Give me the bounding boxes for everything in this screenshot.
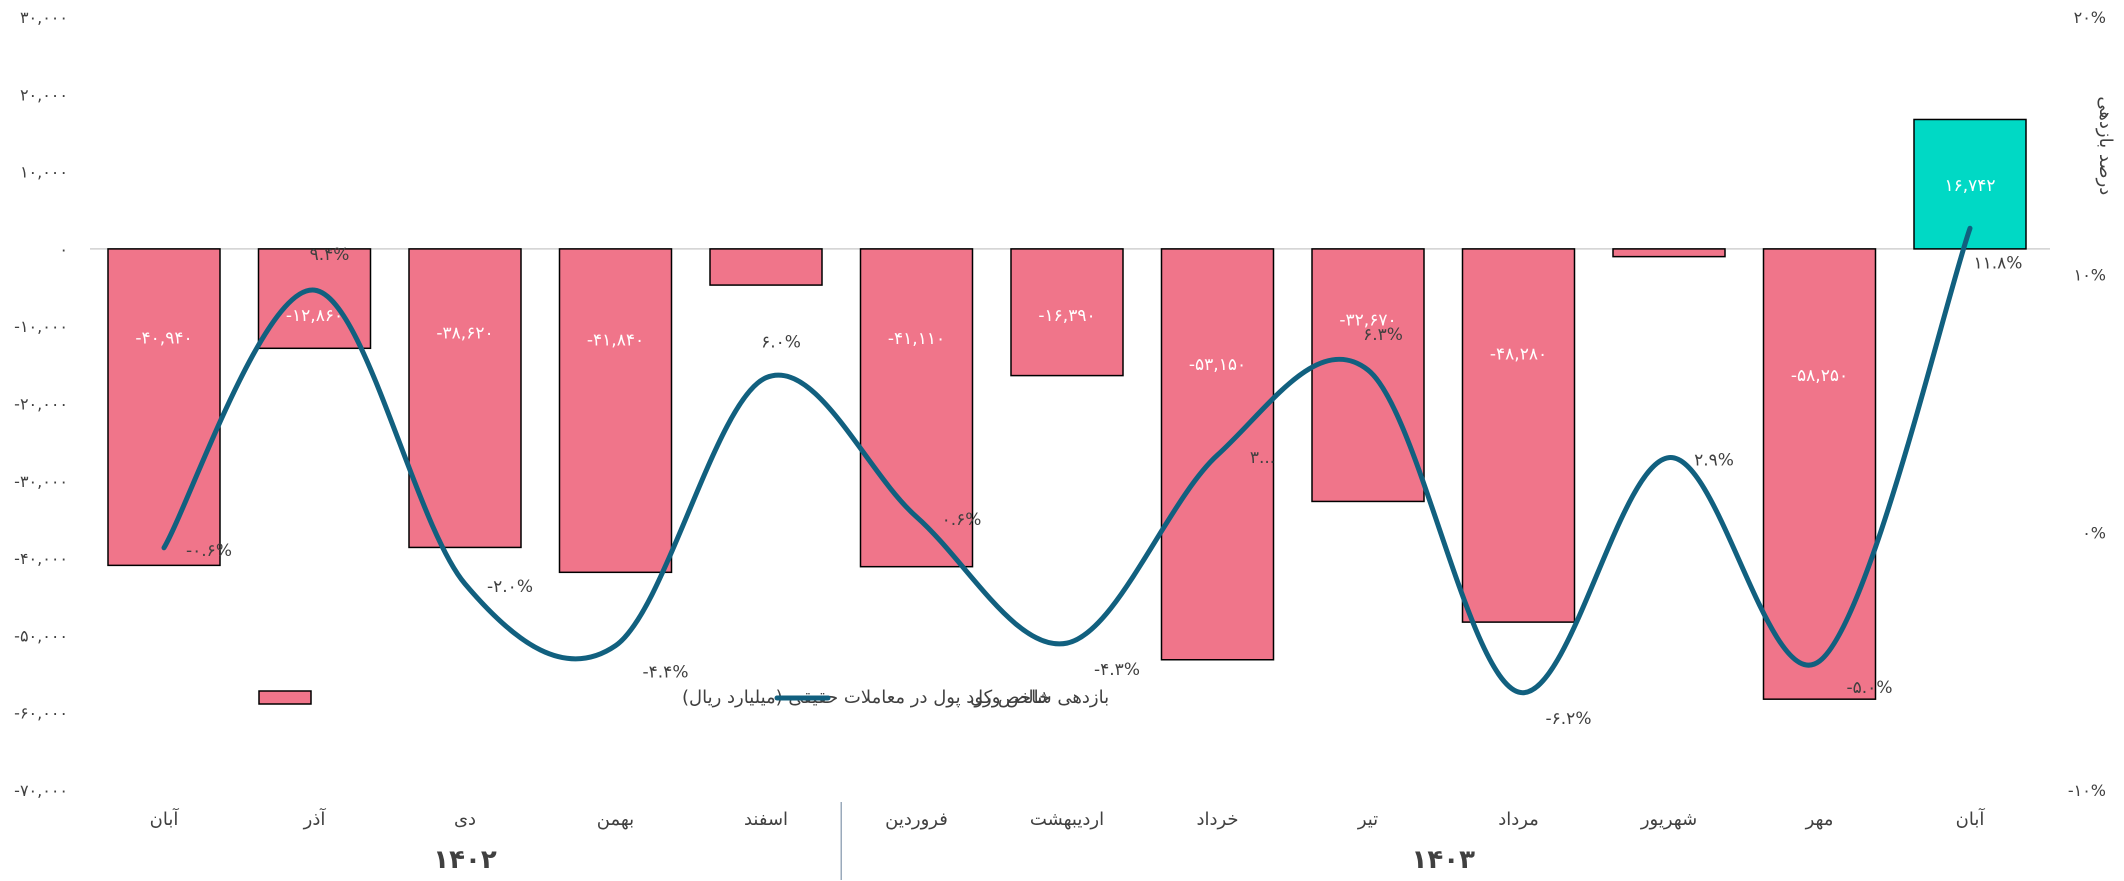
- bar-value-label: -۱۶,۳۹۰: [1038, 306, 1095, 326]
- bar-series: [107, 118, 2027, 700]
- bar: [107, 248, 221, 567]
- y-left-tick-label: -۲۰,۰۰۰: [14, 395, 68, 414]
- bar: [558, 248, 673, 574]
- y-left-tick-label: ۱۰,۰۰۰: [20, 163, 68, 182]
- bar-value-label: -۵۳,۱۵۰: [1189, 355, 1246, 375]
- category-label: شهریور: [1640, 809, 1697, 830]
- category-labels: آبان آذر دی بهمن اسفند فروردین اردیبهشت خرداد تی…: [150, 807, 1986, 830]
- bar: [1010, 248, 1124, 377]
- category-label: آبان: [150, 807, 180, 830]
- bar-value-label: -۴۱,۸۴۰: [587, 330, 644, 350]
- y-left-tick-label: -۴۰,۰۰۰: [14, 549, 68, 568]
- bar-value-label: ۱۶,۷۴۲: [1944, 176, 1995, 196]
- y-left-tick-label: -۷۰,۰۰۰: [14, 781, 68, 800]
- y-left-tick-label: ۰: [59, 240, 68, 259]
- legend: خالص ورود پول در معاملات حقیقی (میلیارد …: [258, 687, 1109, 708]
- category-label: آبان: [1956, 807, 1986, 830]
- y-right-tick-label: -۱۰%: [2068, 781, 2106, 800]
- line-value-label: ۲.۹%: [1694, 451, 1734, 471]
- year-labels: ۱۴۰۲ ۱۴۰۳: [433, 845, 1475, 875]
- y-left-tick-label: -۱۰,۰۰۰: [14, 317, 68, 336]
- line-value-label: -۵.۰%: [1847, 678, 1893, 698]
- category-label: مرداد: [1498, 809, 1539, 830]
- bar-value-label: -۱,۰۰۰: [1645, 272, 1693, 292]
- line-value-label: ۰.۶%: [942, 510, 982, 530]
- y-left-tick-label: -۳۰,۰۰۰: [14, 472, 68, 491]
- category-label: اسفند: [744, 809, 788, 830]
- y-left-tick-label: -۶۰,۰۰۰: [14, 704, 68, 723]
- y-left-tick-label: ۲۰,۰۰۰: [20, 85, 68, 104]
- y-axis-right-title: درصد بازدهی: [2095, 96, 2116, 195]
- bar: [1461, 248, 1576, 623]
- category-label: دی: [454, 809, 476, 830]
- legend-bar-swatch: [258, 690, 312, 705]
- bar: [1311, 248, 1425, 503]
- bar: [1612, 248, 1726, 258]
- bar-value-label: -۴۸,۲۸۰: [1490, 344, 1547, 364]
- line-value-label: ۱۱.۸%: [1974, 253, 2023, 273]
- bar-value-label: -۴,۶۸۰: [742, 306, 790, 326]
- bar-value-label: -۴۰,۹۴۰: [135, 329, 192, 349]
- y-right-tick-label: ۱۰%: [2074, 266, 2106, 285]
- year-label: ۱۴۰۲: [433, 845, 497, 875]
- bar: [1160, 248, 1275, 661]
- line-value-label: -۴.۴%: [643, 663, 689, 683]
- category-label: خرداد: [1196, 809, 1238, 830]
- year-label: ۱۴۰۳: [1412, 845, 1476, 875]
- line-value-label: -۴.۳%: [1094, 660, 1140, 680]
- line-value-label: -۲.۰%: [487, 577, 533, 597]
- legend-line-label: بازدهی شاخص کل: [970, 687, 1109, 708]
- y-axis-left: ۳۰,۰۰۰ ۲۰,۰۰۰ ۱۰,۰۰۰ ۰ -۱۰,۰۰۰ -۲۰,۰۰۰ -۳۰,۰۰۰…: [14, 8, 68, 800]
- bar: [1762, 248, 1877, 700]
- line-value-label: -۰.۶%: [186, 541, 232, 561]
- line-series-path: [161, 225, 1973, 695]
- bar-data-labels: -۴۰,۹۴۰ -۱۲,۸۶۰ -۳۸,۶۲۰ -۴۱,۸۴۰ -۴,۶۸۰ -۴۱,۱۱…: [135, 176, 1995, 386]
- bar: [408, 248, 522, 549]
- bar-value-label: -۳۸,۶۲۰: [436, 323, 493, 343]
- y-right-tick-label: ۰%: [2082, 523, 2106, 542]
- category-label: فروردین: [885, 809, 948, 830]
- line-value-label: ۹.۴%: [310, 245, 350, 265]
- line-value-label: ۶.۰%: [761, 333, 801, 353]
- bar-value-label: -۱۲,۸۶۰: [286, 306, 343, 326]
- bar-value-label: -۳۲,۶۷۰: [1339, 311, 1396, 331]
- bar-value-label: -۵۸,۲۵۰: [1791, 366, 1848, 386]
- y-left-tick-label: -۵۰,۰۰۰: [14, 626, 68, 645]
- y-left-tick-label: ۳۰,۰۰۰: [20, 8, 68, 27]
- line-value-label: ۳...: [1250, 448, 1275, 468]
- bar: [709, 248, 823, 286]
- category-label: بهمن: [597, 809, 634, 830]
- y-axis-right: ۲۰% ۱۰% ۰% -۱۰%: [2068, 8, 2106, 800]
- line-value-label: ۶.۳%: [1363, 325, 1403, 345]
- line-data-labels: -۰.۶% ۹.۴% -۲.۰% -۴.۴% ۶.۰% ۰.۶% -۴.۳% ۳... ۶.۳%…: [186, 245, 2022, 729]
- category-label: تیر: [1357, 809, 1378, 830]
- line-value-label: -۶.۲%: [1546, 709, 1592, 729]
- category-label: آذر: [303, 807, 327, 830]
- bar-value-label: -۴۱,۱۱۰: [888, 329, 945, 349]
- category-label: اردیبهشت: [1030, 809, 1104, 830]
- category-label: مهر: [1805, 809, 1834, 830]
- legend-bar-label: خالص ورود پول در معاملات حقیقی (میلیارد …: [682, 687, 1050, 708]
- y-right-tick-label: ۲۰%: [2074, 8, 2106, 27]
